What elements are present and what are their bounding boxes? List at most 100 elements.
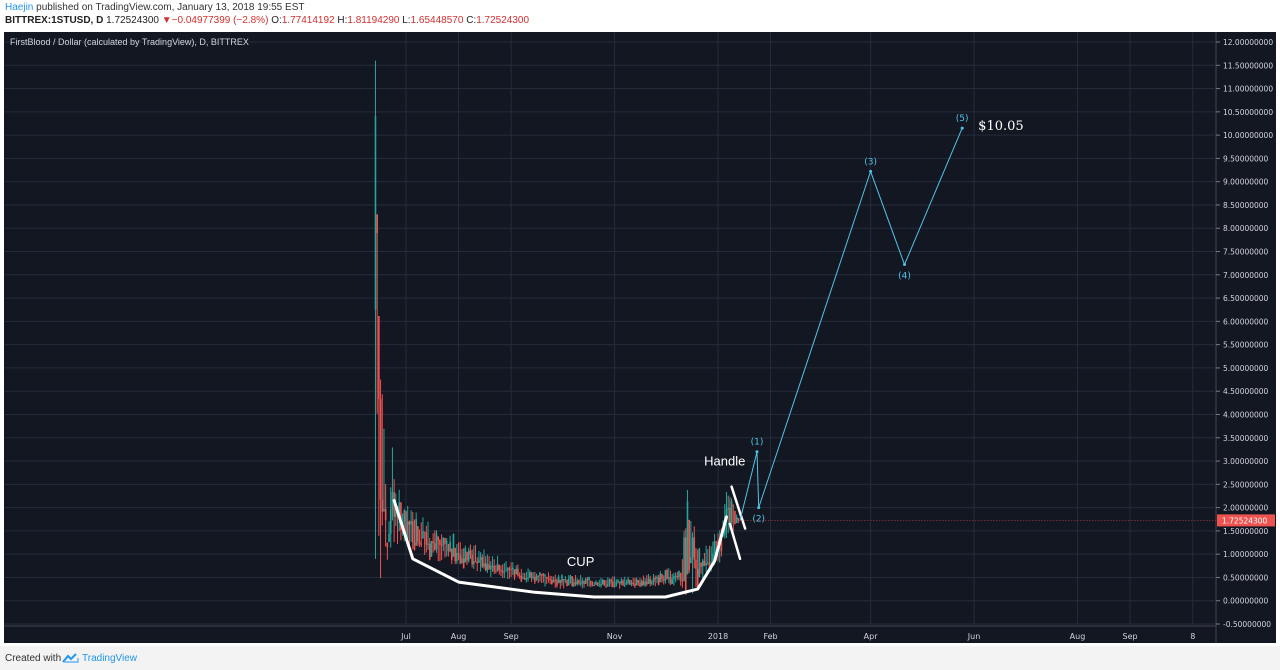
candle-body — [564, 579, 567, 581]
candle-body — [473, 561, 475, 565]
candle-body — [617, 580, 619, 583]
candle-body — [493, 565, 495, 572]
candle-body — [662, 579, 665, 581]
candle-body — [428, 543, 431, 560]
candle-body — [374, 115, 377, 310]
candle-body — [700, 562, 702, 567]
candle-body — [444, 538, 446, 544]
candle-body — [483, 563, 485, 567]
candle-body — [730, 501, 733, 523]
x-tick-label: Jun — [967, 632, 981, 641]
candle-body — [544, 575, 546, 577]
chart-title: FirstBlood / Dollar (calculated by Tradi… — [10, 37, 249, 47]
candle-body — [596, 582, 599, 586]
candle-body — [459, 554, 462, 564]
candle-body — [620, 580, 623, 584]
candle-body — [606, 583, 609, 587]
high-label: H: — [337, 15, 348, 26]
candle-body — [508, 568, 511, 570]
candle-body — [551, 579, 553, 585]
candle-body — [673, 576, 675, 579]
candle-body — [581, 580, 584, 584]
candle-body — [523, 577, 526, 580]
wave-label: (5) — [956, 114, 969, 124]
candle-body — [576, 580, 579, 585]
ohlc-legend: BITTREX:1STUSD, D 1.72524300 ▼−0.0497739… — [5, 15, 529, 26]
candle-body — [632, 582, 635, 584]
author-link[interactable]: Haejin — [5, 2, 34, 13]
candle-body — [388, 533, 390, 542]
candle-body — [513, 569, 516, 578]
cup-curve — [392, 499, 728, 599]
candle-body — [413, 542, 416, 550]
candle-body — [439, 540, 441, 545]
candle-body — [729, 507, 731, 523]
x-tick-label: Apr — [864, 632, 879, 641]
candle-body — [400, 502, 402, 530]
price-chart[interactable]: 12.00000000 11.50000000 11.00000000 10.5000… — [4, 32, 1276, 643]
candle-body — [701, 560, 704, 567]
publish-header: Haejin published on TradingView.com, Jan… — [0, 0, 1280, 30]
candle-body — [398, 502, 401, 514]
last-price-tag — [1217, 514, 1275, 527]
candle-body — [561, 574, 563, 583]
y-tick-label: 0.50000000 — [1223, 573, 1269, 582]
last-price: 1.72524300 — [106, 15, 159, 26]
candle-body — [454, 547, 456, 562]
candle-body — [571, 576, 573, 586]
candle-body — [612, 581, 614, 587]
chart-panel[interactable]: 12.00000000 11.50000000 11.00000000 10.5000… — [4, 32, 1276, 643]
candle-body — [554, 579, 557, 581]
candle-body — [645, 581, 648, 585]
candle-body — [678, 570, 680, 578]
candle-body — [588, 577, 590, 581]
candle-body — [686, 501, 689, 575]
candle-body — [435, 533, 438, 550]
wave-point — [757, 506, 761, 510]
candle-body — [500, 570, 502, 572]
wave-point — [869, 169, 873, 173]
candle-body — [384, 509, 387, 521]
y-tick-label: 6.50000000 — [1223, 294, 1269, 303]
candle-body — [469, 550, 472, 555]
candle-body — [713, 541, 716, 554]
candle-body — [590, 580, 592, 586]
candle-body — [488, 564, 490, 570]
y-tick-label: 0.00000000 — [1223, 597, 1269, 606]
candle-body — [552, 579, 555, 583]
open-value: 1.77414192 — [281, 15, 335, 26]
candle-body — [668, 576, 670, 579]
y-tick-label: 5.00000000 — [1223, 364, 1269, 373]
candle-body — [629, 579, 631, 585]
x-tick-label: 8 — [1190, 632, 1195, 641]
candle-body — [498, 564, 501, 571]
candle-body — [579, 583, 582, 585]
candle-body — [539, 572, 541, 576]
candle-body — [693, 537, 696, 560]
candle-body — [654, 577, 657, 579]
candle-body — [386, 542, 389, 548]
high-value: 1.81194290 — [347, 15, 400, 26]
candle-body — [503, 571, 506, 573]
last-price-tag-label: 1.72524300 — [1222, 516, 1268, 525]
candle-body — [681, 580, 684, 582]
candle-body — [530, 572, 533, 578]
candle-body — [415, 519, 417, 546]
wave-point — [755, 450, 759, 454]
x-tick-label: Aug — [451, 632, 467, 641]
y-tick-label: 4.50000000 — [1223, 387, 1269, 396]
tradingview-logo-icon[interactable] — [62, 652, 80, 664]
candle-body — [684, 537, 687, 595]
candle-body — [586, 579, 589, 581]
low-value: 1.65448570 — [410, 15, 464, 26]
candle-body — [420, 543, 423, 545]
y-tick-label: 8.50000000 — [1223, 201, 1269, 210]
handle-label: Handle — [704, 454, 745, 469]
tradingview-brand-link[interactable]: TradingView — [82, 653, 138, 664]
chart-background — [4, 32, 1276, 643]
candle-body — [425, 532, 428, 545]
x-tick-label: Sep — [1123, 632, 1138, 641]
candle-body — [559, 579, 562, 583]
y-tick-label: 7.00000000 — [1223, 271, 1269, 280]
y-tick-label: 11.00000000 — [1223, 85, 1273, 94]
